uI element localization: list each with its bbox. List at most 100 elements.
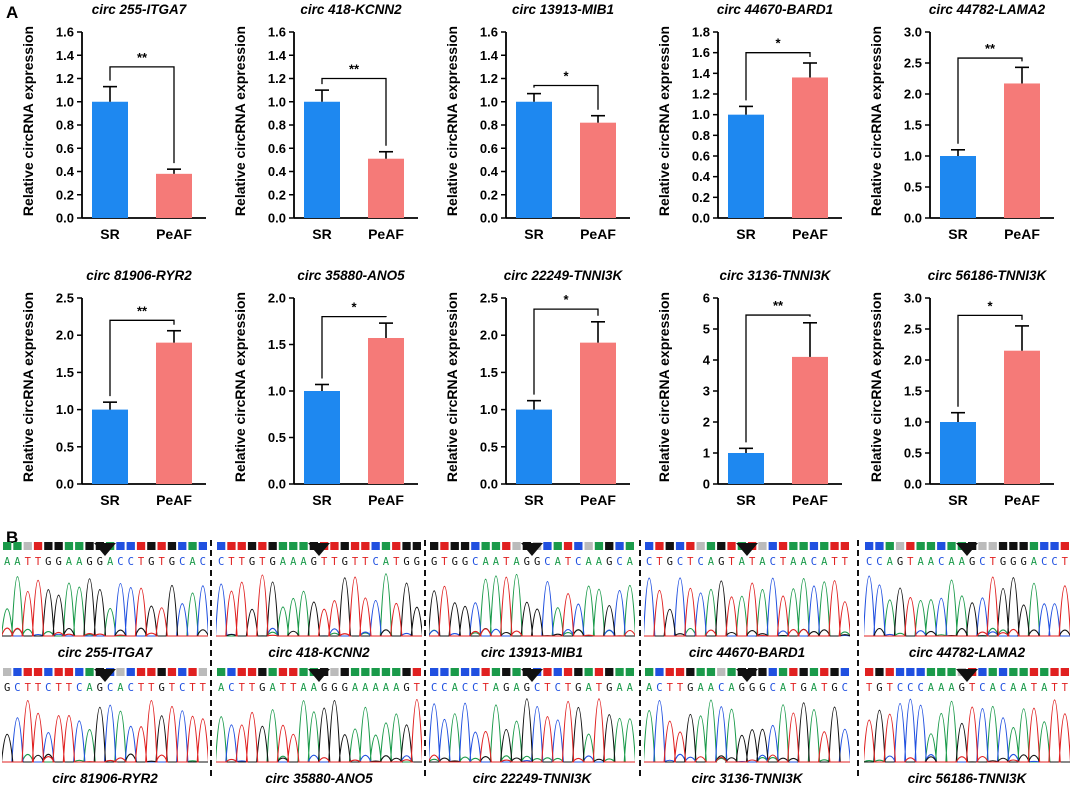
base-letter: A xyxy=(189,556,196,568)
base-letter: C xyxy=(218,556,224,568)
base-quality-box xyxy=(75,668,84,676)
chromatogram-caption: circ 255-ITGA7 xyxy=(57,645,153,660)
bar-sr xyxy=(728,453,764,484)
base-letter: A xyxy=(269,682,276,694)
base-letter: T xyxy=(393,556,400,568)
significance-label: * xyxy=(351,300,357,315)
x-tick-label: PeAF xyxy=(580,492,616,508)
base-quality-box xyxy=(502,542,511,550)
base-quality-box xyxy=(402,542,411,550)
base-quality-box xyxy=(371,542,380,550)
significance-label: ** xyxy=(137,50,148,65)
base-letter: C xyxy=(842,682,848,694)
base-letter: C xyxy=(718,682,724,694)
base-quality-box xyxy=(758,668,767,676)
base-quality-box xyxy=(75,542,84,550)
base-quality-box xyxy=(147,542,156,550)
trace-g xyxy=(864,577,1070,637)
base-quality-box xyxy=(381,668,391,676)
base-quality-box xyxy=(1050,668,1059,676)
base-quality-box xyxy=(655,542,664,550)
y-tick-label: 1.2 xyxy=(692,87,710,102)
base-quality-box xyxy=(268,542,277,550)
base-letter: A xyxy=(616,682,623,694)
base-letter: A xyxy=(596,556,603,568)
y-tick-label: 1.4 xyxy=(268,48,287,63)
y-tick-label: 2.0 xyxy=(480,328,498,343)
base-quality-box xyxy=(1019,542,1028,550)
base-letter: A xyxy=(708,556,715,568)
base-quality-box xyxy=(799,542,808,550)
base-letter: C xyxy=(907,682,913,694)
base-letter: G xyxy=(403,556,409,568)
base-quality-box xyxy=(916,668,925,676)
base-quality-box xyxy=(727,668,736,676)
y-tick-label: 0.2 xyxy=(56,187,74,202)
base-letter: T xyxy=(148,682,155,694)
base-quality-box xyxy=(289,668,298,676)
base-quality-box xyxy=(696,542,705,550)
base-quality-box xyxy=(875,542,884,550)
base-quality-box xyxy=(116,542,125,550)
base-letter: T xyxy=(362,556,369,568)
base-letter: G xyxy=(462,556,468,568)
base-letter: C xyxy=(917,682,923,694)
y-tick-label: 0.8 xyxy=(480,118,498,133)
base-letter: T xyxy=(677,682,684,694)
bar-chart: circ 35880-ANO5 Relative circRNA express… xyxy=(216,268,426,518)
panel-a-label: A xyxy=(6,3,19,22)
base-quality-box xyxy=(1009,668,1018,676)
y-tick-label: 0.5 xyxy=(904,446,922,461)
x-tick-label: PeAF xyxy=(156,226,192,242)
base-letter: G xyxy=(269,556,275,568)
base-quality-box xyxy=(584,542,593,550)
base-quality-box xyxy=(563,668,573,676)
y-tick-label: 2 xyxy=(703,415,710,430)
bar-sr xyxy=(728,114,764,218)
y-tick-label: 1.0 xyxy=(480,402,498,417)
y-tick-label: 6 xyxy=(703,291,710,306)
y-tick-label: 0.0 xyxy=(480,211,498,226)
bar-peaf xyxy=(1004,350,1040,484)
trace-c xyxy=(864,698,1070,763)
y-tick-label: 2.5 xyxy=(480,291,498,306)
chart-title: circ 418-KCNN2 xyxy=(300,2,402,17)
base-quality-box xyxy=(85,668,94,676)
base-quality-box xyxy=(44,542,53,550)
junction-marker xyxy=(94,543,116,556)
base-quality-box xyxy=(778,668,788,676)
base-letter: C xyxy=(179,556,185,568)
y-tick-label: 0.6 xyxy=(480,141,498,156)
base-quality-box xyxy=(696,668,705,676)
base-letter: A xyxy=(1031,556,1038,568)
bar-sr xyxy=(940,156,976,218)
column-divider xyxy=(857,540,859,776)
base-quality-box xyxy=(906,542,915,550)
base-quality-box xyxy=(875,668,884,676)
base-letter: A xyxy=(555,556,562,568)
base-letter: A xyxy=(780,682,787,694)
base-letter: T xyxy=(158,556,165,568)
base-quality-box xyxy=(789,668,798,676)
chart-title: circ 255-ITGA7 xyxy=(91,2,187,17)
y-tick-label: 0.5 xyxy=(480,439,498,454)
base-quality-box xyxy=(85,542,94,550)
base-quality-box xyxy=(675,668,685,676)
bar-chart: circ 44670-BARD1 Relative circRNA expres… xyxy=(640,2,850,252)
base-quality-box xyxy=(64,668,74,676)
base-quality-box xyxy=(978,542,987,550)
x-tick-label: PeAF xyxy=(156,492,192,508)
base-letter: T xyxy=(414,682,421,694)
chart-title: circ 81906-RYR2 xyxy=(86,268,192,283)
base-quality-box xyxy=(727,542,736,550)
base-quality-box xyxy=(299,668,308,676)
base-letter: C xyxy=(1000,682,1006,694)
base-quality-box xyxy=(44,668,53,676)
base-quality-box xyxy=(645,668,654,676)
base-quality-box xyxy=(361,542,370,550)
y-tick-label: 0.4 xyxy=(56,164,75,179)
